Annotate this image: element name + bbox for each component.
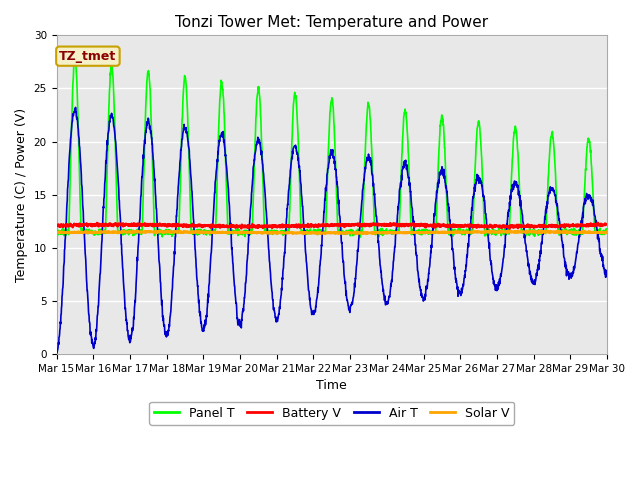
- Solar V: [306, 230, 314, 236]
- Solar V: [321, 230, 328, 236]
- Line: Air T: Air T: [56, 108, 607, 353]
- Solar V: [588, 230, 595, 236]
- Battery V: [588, 222, 595, 228]
- Panel T: [603, 229, 611, 235]
- Air T: [486, 258, 494, 264]
- Solar V: [52, 229, 60, 235]
- Text: TZ_tmet: TZ_tmet: [60, 49, 116, 63]
- Panel T: [588, 161, 595, 167]
- Battery V: [486, 222, 494, 228]
- Y-axis label: Temperature (C) / Power (V): Temperature (C) / Power (V): [15, 108, 28, 282]
- Air T: [72, 105, 79, 110]
- Panel T: [306, 228, 314, 234]
- Legend: Panel T, Battery V, Air T, Solar V: Panel T, Battery V, Air T, Solar V: [149, 402, 515, 425]
- Air T: [53, 350, 61, 356]
- Panel T: [81, 231, 89, 237]
- Battery V: [52, 223, 60, 228]
- Air T: [52, 350, 60, 356]
- Panel T: [356, 234, 364, 240]
- Line: Solar V: Solar V: [56, 231, 607, 234]
- Air T: [603, 268, 611, 274]
- Battery V: [587, 223, 595, 228]
- Battery V: [594, 220, 602, 226]
- Panel T: [72, 58, 79, 64]
- Battery V: [603, 221, 611, 227]
- Battery V: [506, 226, 514, 231]
- Title: Tonzi Tower Met: Temperature and Power: Tonzi Tower Met: Temperature and Power: [175, 15, 488, 30]
- Air T: [321, 196, 328, 202]
- X-axis label: Time: Time: [316, 379, 347, 392]
- Line: Battery V: Battery V: [56, 223, 607, 228]
- Air T: [307, 301, 314, 307]
- Solar V: [81, 229, 88, 235]
- Battery V: [81, 222, 88, 228]
- Solar V: [603, 229, 611, 235]
- Panel T: [588, 164, 595, 169]
- Air T: [81, 250, 89, 256]
- Battery V: [306, 223, 314, 228]
- Line: Panel T: Panel T: [56, 61, 607, 237]
- Air T: [588, 194, 595, 200]
- Battery V: [321, 223, 328, 229]
- Panel T: [52, 227, 60, 232]
- Solar V: [353, 231, 360, 237]
- Panel T: [321, 231, 328, 237]
- Air T: [588, 198, 595, 204]
- Panel T: [486, 228, 494, 234]
- Solar V: [544, 228, 552, 234]
- Solar V: [588, 229, 595, 235]
- Solar V: [486, 228, 494, 234]
